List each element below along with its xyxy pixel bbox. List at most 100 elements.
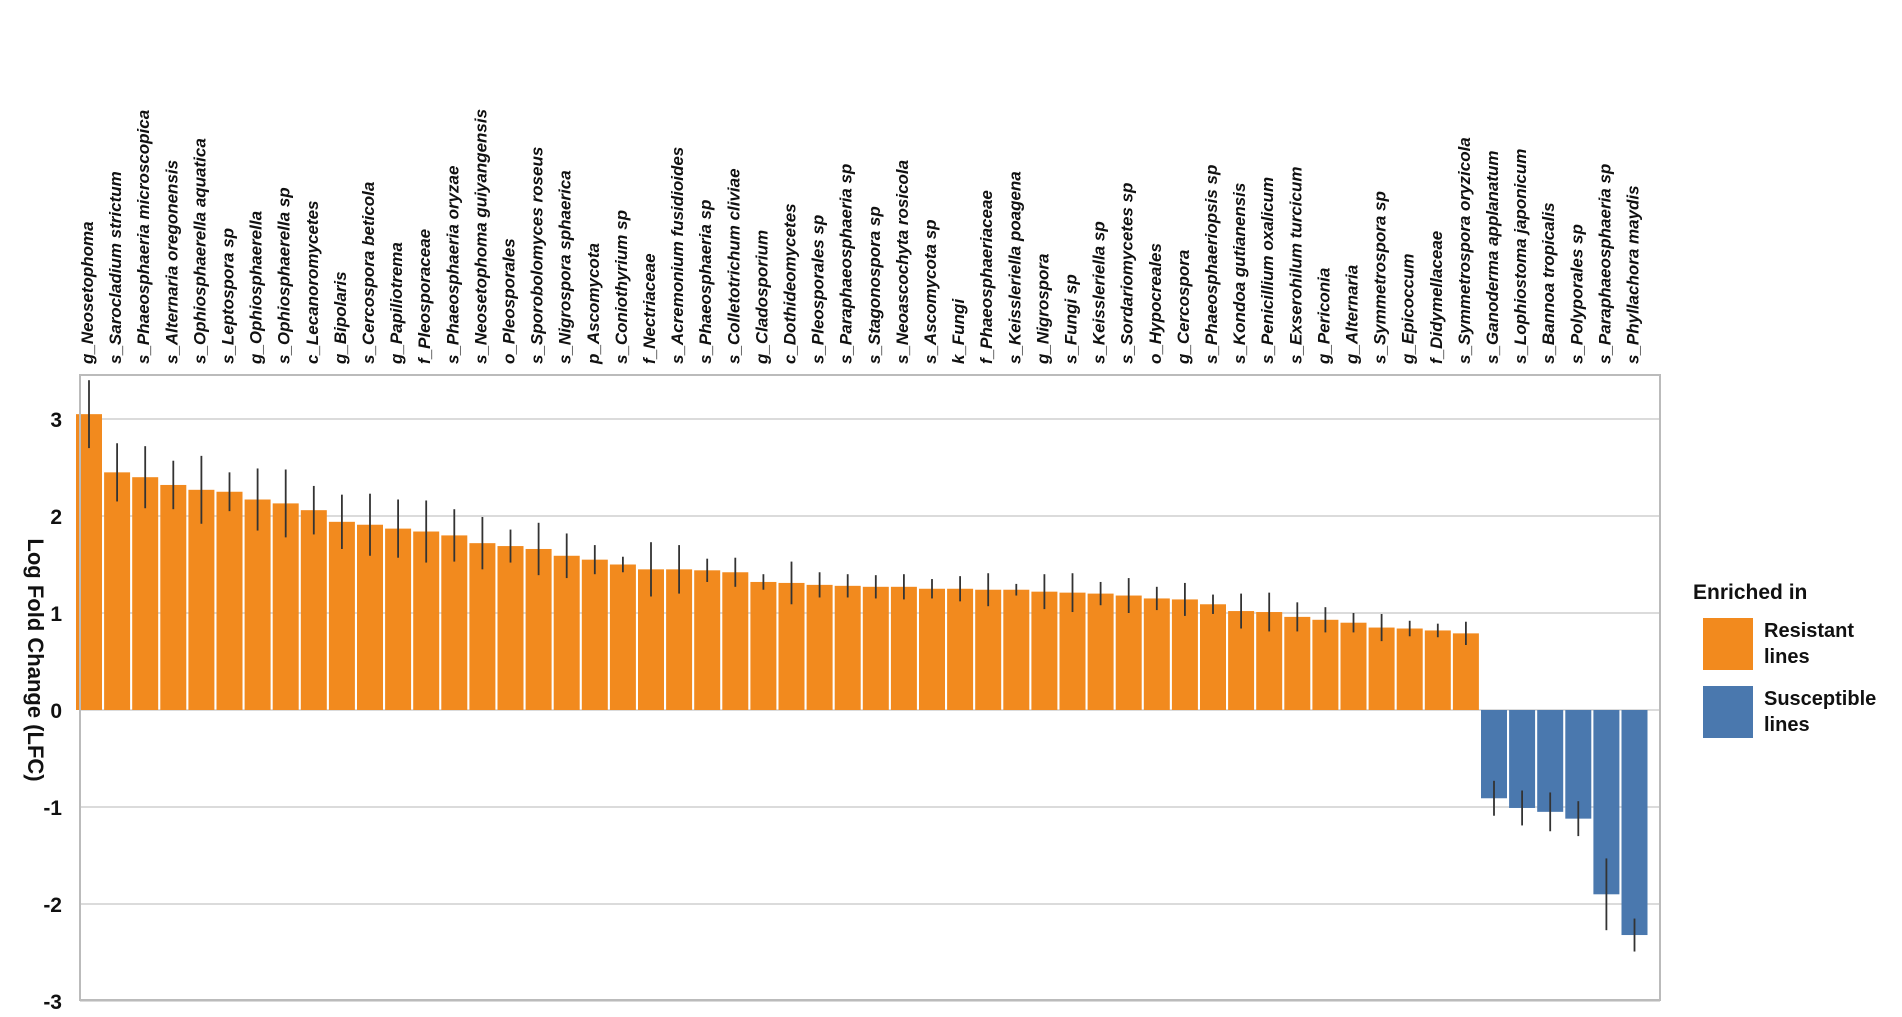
category-label: g_Ophiosphaerella xyxy=(247,211,266,365)
category-label: s_Lophiostoma japonicum xyxy=(1511,149,1530,364)
bar xyxy=(1396,628,1423,710)
category-label: s_Paraphaeosphaeria sp xyxy=(837,164,856,364)
category-label: s_Neosetophoma guiyangensis xyxy=(471,109,490,364)
bar xyxy=(441,535,468,710)
y-tick-label: -3 xyxy=(43,991,62,1014)
category-label: g_Papiliotrema xyxy=(387,242,406,365)
bar xyxy=(328,521,355,710)
bar xyxy=(1115,595,1142,710)
bar xyxy=(919,588,945,710)
bar xyxy=(1003,589,1030,710)
y-tick-label: 1 xyxy=(50,603,62,626)
category-label: c_Dothideomycetes xyxy=(781,203,800,364)
category-label: s_Symmetrospora sp xyxy=(1371,191,1390,364)
bar xyxy=(1312,619,1339,710)
category-label: s_Keissleriella poagena xyxy=(1005,171,1024,364)
bar xyxy=(1565,710,1592,819)
category-label: s_Nigrospora sphaerica xyxy=(556,170,575,364)
category-label: s_Stagonospora sp xyxy=(865,206,884,364)
bar xyxy=(890,586,917,710)
bar xyxy=(862,586,889,710)
category-label: s_Bannoa tropicalis xyxy=(1539,202,1558,364)
bar xyxy=(497,546,524,710)
category-label: s_Pleosporales sp xyxy=(809,215,828,364)
category-label: s_Phaeosphaeriopsis sp xyxy=(1202,165,1221,364)
category-label: s_Penicillium oxalicum xyxy=(1258,177,1277,364)
category-label: f_Nectriaceae xyxy=(640,253,659,364)
category-label: g_Nigrospora xyxy=(1033,253,1052,365)
legend-swatch xyxy=(1703,618,1753,670)
bar xyxy=(216,491,243,710)
category-label: s_Exserohilum turcicum xyxy=(1286,167,1305,364)
y-tick-label: 0 xyxy=(50,700,62,723)
bar xyxy=(132,477,159,710)
legend-title: Enriched in xyxy=(1693,581,1807,604)
category-label: s_Symmetrospora oryzicola xyxy=(1455,137,1474,364)
category-label: s_Colletotrichum cliviae xyxy=(724,168,743,364)
category-label: s_Neoascochyta rosicola xyxy=(893,160,912,364)
category-labels: g_Neosetophoma s_Sarocladium strictum s_Ph… xyxy=(78,109,1643,365)
legend-label: Susceptible xyxy=(1764,688,1876,710)
bar xyxy=(834,585,861,710)
category-label: s_Sarocladium strictum xyxy=(106,171,125,364)
category-label: s_Leptospora sp xyxy=(219,228,238,364)
category-label: k_Fungi xyxy=(949,298,968,364)
category-label: s_Coniothyrium sp xyxy=(612,210,631,364)
category-label: g_Periconia xyxy=(1314,268,1333,365)
category-label: o_Pleosporales xyxy=(500,238,519,364)
legend-swatch xyxy=(1703,686,1753,738)
bar xyxy=(1143,598,1170,710)
bar xyxy=(1059,592,1086,710)
category-label: o_Hypocreales xyxy=(1146,243,1165,364)
category-label: s_Phaeosphaeria oryzae xyxy=(443,166,462,364)
bar xyxy=(160,484,187,710)
category-label: g_Cladosporium xyxy=(752,230,771,365)
category-label: f_Phaeosphaeriaceae xyxy=(977,190,996,364)
category-label: s_Ascomycota sp xyxy=(921,219,940,364)
legend: Enriched in Resistant lines Susceptible lin… xyxy=(1693,581,1876,738)
bar xyxy=(244,499,271,710)
bar xyxy=(1452,633,1479,710)
category-label: g_Epicoccum xyxy=(1399,253,1418,365)
category-label: s_Ophiosphaerella aquatica xyxy=(190,138,209,364)
bar xyxy=(1284,616,1311,710)
bar xyxy=(188,489,215,710)
category-label: s_Acremonium fusidioides xyxy=(668,147,687,364)
bar xyxy=(525,548,552,710)
error-bars xyxy=(88,380,1636,952)
y-tick-label: -2 xyxy=(43,894,62,917)
bar xyxy=(806,584,833,710)
plot-frame xyxy=(79,374,1661,1001)
category-label: s_Sordariomycetes sp xyxy=(1118,183,1137,364)
category-label: p_Ascomycota xyxy=(584,243,603,365)
category-label: s_Phaeosphaeria sp xyxy=(696,200,715,364)
y-axis-label: Log Fold Change (LFC) xyxy=(23,538,48,781)
category-label: s_Kondoa gutianensis xyxy=(1230,183,1249,364)
bar xyxy=(1031,591,1058,710)
bar xyxy=(469,543,496,710)
category-label: g_Neosetophoma xyxy=(78,221,97,365)
category-label: s_Fungi sp xyxy=(1062,274,1081,364)
bar xyxy=(1621,710,1648,936)
legend-label: lines xyxy=(1764,646,1810,668)
bar xyxy=(947,588,974,710)
bar xyxy=(1424,630,1451,710)
category-label: s_Paraphaeosphaeria sp xyxy=(1595,164,1614,364)
category-label: s_Phaeosphaeria microscopica xyxy=(134,110,153,364)
bar xyxy=(1200,604,1226,710)
bar xyxy=(300,510,327,710)
category-label: f_Didymellaceae xyxy=(1427,231,1446,364)
category-label: s_Keissleriella sp xyxy=(1090,221,1109,364)
bar xyxy=(694,570,721,710)
bars xyxy=(76,414,1648,936)
y-tick-label: 2 xyxy=(50,506,62,529)
category-label: s_Phyllachora maydis xyxy=(1624,185,1643,364)
category-label: c_Lecanoromycetes xyxy=(303,201,322,364)
bar xyxy=(722,572,749,710)
bar xyxy=(975,589,1002,710)
category-label: s_Alternaria oregonensis xyxy=(162,160,181,364)
bar xyxy=(272,503,299,710)
category-label: f_Pleosporaceae xyxy=(415,229,434,364)
category-label: s_Polyporales sp xyxy=(1567,224,1586,364)
